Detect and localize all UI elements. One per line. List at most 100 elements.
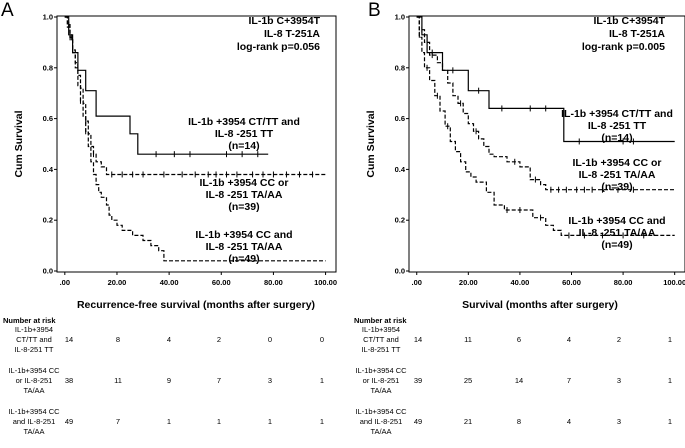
risk-table-header: Number at risk (354, 316, 407, 325)
risk-value: 4 (567, 335, 571, 344)
risk-row-label: or IL-8-251 (16, 376, 53, 385)
series-label-2: IL-8 -251 TA/AA (206, 189, 283, 201)
x-tick-label: 80.00 (264, 278, 283, 287)
risk-row-label: IL-1b+3954 CC (8, 366, 60, 375)
x-tick-label: 40.00 (160, 278, 179, 287)
x-tick-label: 60.00 (562, 278, 581, 287)
x-tick-label: 20.00 (108, 278, 127, 287)
series-label-3: IL-8 -251 TA/AA (579, 227, 656, 239)
risk-value: 0 (268, 335, 272, 344)
risk-value: 8 (116, 335, 120, 344)
risk-value: 7 (116, 417, 120, 426)
x-axis-label: Recurrence-free survival (months after s… (77, 299, 315, 311)
series-label-1: IL-1b +3954 CT/TT and (188, 116, 300, 128)
risk-value: 1 (167, 417, 171, 426)
y-tick-label: 0.4 (395, 165, 406, 174)
panel-letter: A (1, 0, 14, 21)
series-label-3: IL-1b +3954 CC and (195, 229, 292, 241)
risk-row-label: and IL-8-251 (13, 417, 56, 426)
risk-row-label: IL-8-251 TT (14, 345, 53, 354)
risk-value: 39 (414, 376, 422, 385)
series-label-1: (n=14) (228, 140, 259, 152)
series-label-1: IL-1b +3954 CT/TT and (561, 108, 673, 120)
panel-a: A 0.0 0.2 0.4 0.6 0.8 1.0 .00 20.00 40.00 60.00 80.… (1, 0, 337, 436)
risk-row-label: TA/AA (370, 386, 391, 395)
series-label-3: (n=49) (601, 239, 632, 251)
km-curve-series-3 (64, 16, 326, 262)
risk-value: 7 (567, 376, 571, 385)
y-tick-label: 0.0 (395, 267, 405, 276)
km-curve-series-1 (64, 16, 269, 155)
annotation-line: log-rank p=0.005 (582, 41, 665, 53)
series-label-3: (n=49) (228, 253, 259, 265)
risk-value: 6 (517, 335, 521, 344)
risk-value: 14 (515, 376, 523, 385)
series-label-3: IL-1b +3954 CC and (568, 215, 665, 227)
series-label-1: IL-8 -251 TT (215, 128, 274, 140)
x-axis-label: Survival (months after surgery) (462, 299, 618, 311)
risk-value: 1 (668, 376, 672, 385)
annotation-line: IL-1b C+3954T (249, 15, 321, 27)
annotation-line: IL-8 T-251A (609, 28, 665, 40)
risk-value: 4 (167, 335, 171, 344)
y-tick-label: 0.0 (43, 267, 53, 276)
risk-value: 14 (414, 335, 422, 344)
km-curve-series-3 (416, 16, 675, 236)
plot-frame (56, 15, 337, 273)
x-tick-label: 100.00 (663, 278, 685, 287)
y-tick-label: 0.2 (43, 216, 53, 225)
series-label-2: (n=39) (228, 201, 259, 213)
series-label-1: IL-8 -251 TT (588, 120, 647, 132)
risk-row-label: CT/TT and (363, 335, 399, 344)
risk-row-label: and IL-8-251 (360, 417, 403, 426)
risk-value: 8 (517, 417, 521, 426)
risk-value: 2 (617, 335, 621, 344)
risk-value: 3 (617, 417, 621, 426)
risk-value: 1 (320, 417, 324, 426)
x-tick-label: .00 (60, 278, 70, 287)
risk-row-label: or IL-8-251 (363, 376, 400, 385)
risk-table-header: Number at risk (3, 316, 56, 325)
risk-row-label: IL-8-251 TT (361, 345, 400, 354)
risk-row-label: CT/TT and (16, 335, 52, 344)
x-tick-label: 60.00 (212, 278, 231, 287)
y-tick-label: 0.6 (43, 114, 53, 123)
risk-value: 4 (567, 417, 571, 426)
y-tick-label: 0.4 (43, 165, 54, 174)
series-label-3: IL-8 -251 TA/AA (206, 241, 283, 253)
panel-letter: B (368, 0, 381, 21)
risk-value: 11 (114, 376, 122, 385)
risk-value: 14 (65, 335, 73, 344)
risk-value: 3 (268, 376, 272, 385)
y-tick-label: 0.6 (395, 114, 405, 123)
plot-frame (408, 15, 685, 273)
risk-value: 1 (217, 417, 221, 426)
risk-value: 11 (464, 335, 472, 344)
x-tick-label: .00 (412, 278, 422, 287)
panel-b: B 0.0 0.2 0.4 0.6 0.8 1.0 .00 20.00 40.00 60.00 80.… (354, 0, 685, 436)
km-curve-series-2 (416, 16, 675, 191)
risk-row-label: TA/AA (370, 427, 391, 436)
risk-row-label: IL-1b+3954 CC (355, 407, 407, 416)
risk-value: 49 (414, 417, 422, 426)
km-curve-series-1 (416, 16, 675, 143)
y-tick-label: 1.0 (395, 13, 405, 22)
risk-value: 0 (320, 335, 324, 344)
x-tick-label: 20.00 (459, 278, 478, 287)
series-label-1: (n=14) (601, 132, 632, 144)
risk-row-label: IL-1b+3954 (15, 325, 53, 334)
x-tick-label: 80.00 (614, 278, 633, 287)
risk-value: 49 (65, 417, 73, 426)
risk-value: 38 (65, 376, 73, 385)
risk-row-label: IL-1b+3954 CC (355, 366, 407, 375)
annotation-line: IL-8 T-251A (264, 28, 320, 40)
y-tick-label: 0.8 (395, 63, 405, 72)
risk-value: 25 (464, 376, 472, 385)
series-label-2: IL-1b +3954 CC or (200, 177, 289, 189)
risk-value: 21 (464, 417, 472, 426)
risk-value: 7 (217, 376, 221, 385)
risk-row-label: TA/AA (23, 386, 44, 395)
risk-value: 1 (668, 417, 672, 426)
risk-value: 3 (617, 376, 621, 385)
